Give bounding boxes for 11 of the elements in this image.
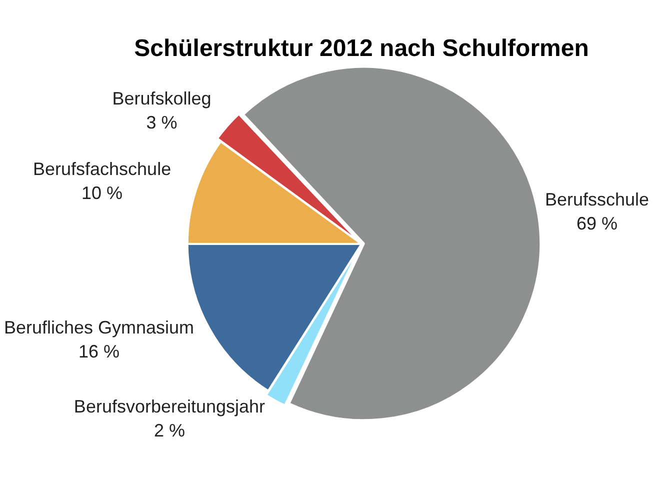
data-label: 10 % xyxy=(82,183,123,203)
slice-label: Berufsvorbereitungsjahr xyxy=(74,396,266,416)
data-label: 16 % xyxy=(78,341,120,362)
data-label: 69 % xyxy=(576,214,618,234)
slice-label: Berufsfachschule xyxy=(33,159,172,179)
slice-label: Berufsschule xyxy=(544,190,650,210)
slice-label: Berufliches Gymnasium xyxy=(4,317,194,338)
data-label: 3 % xyxy=(146,112,178,132)
slice-label: Berufskolleg xyxy=(112,88,212,108)
data-label: 2 % xyxy=(154,420,186,440)
chart-title: Schülerstruktur 2012 nach Schulformen xyxy=(134,35,589,62)
